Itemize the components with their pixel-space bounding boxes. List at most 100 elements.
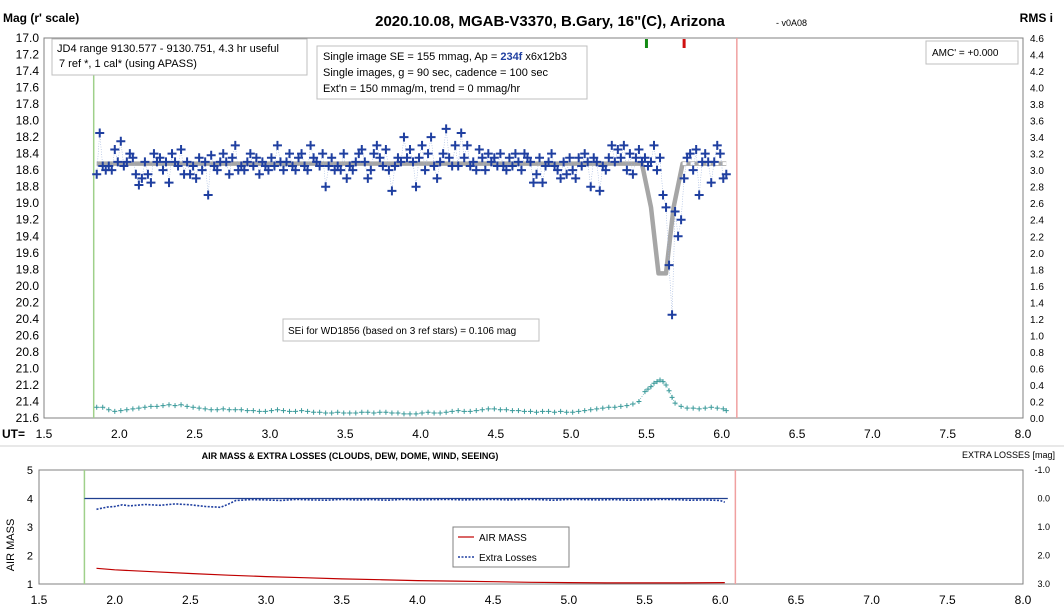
se-line: Single image SE = 155 mmag, Ap = 234f x6… [323,51,567,63]
y-tick-label: 19.4 [16,229,40,243]
rms-point [651,380,657,386]
magnitude-point [444,153,454,163]
bottom-x-axis: 1.5 2.0 2.5 3.0 3.5 4.0 4.5 5.0 5.5 6.0 6.5 7.0 7.5 8… [31,593,1032,607]
y2-tick-label: 0.4 [1030,381,1044,392]
magnitude-point [239,165,249,175]
y-tick-label: 1 [27,579,33,591]
magnitude-point [504,153,514,163]
rms-point [720,406,726,412]
magnitude-point [339,149,349,159]
x-tick-label: 6.0 [713,427,730,441]
magnitude-point [529,178,538,188]
magnitude-point [95,128,105,138]
rms-point [491,406,497,412]
y-tick-label: 21.0 [16,361,40,375]
rms-point [515,408,521,414]
rms-point [305,408,311,414]
ut-label: UT= [2,427,25,441]
rms-series [94,377,729,417]
rms-point [94,404,100,410]
y2-tick-label: 2.6 [1030,199,1044,210]
rms-point [540,408,546,414]
magnitude-point [194,153,204,163]
magnitude-point [248,161,258,171]
magnitude-point [658,190,668,200]
rms-point [359,409,365,415]
magnitude-point [143,169,153,179]
magnitude-point [372,140,382,150]
y2-tick-label: 3.0 [1030,166,1044,177]
y2-tick-label: -1.0 [1034,465,1050,475]
rms-point [588,407,594,413]
y-tick-label: 2 [27,551,33,563]
magnitude-point [251,153,261,163]
top-x-axis: 1.5 2.0 2.5 3.0 3.5 4.0 4.5 5.0 5.5 6.0 6.5 7.0 7.5 8… [36,427,1032,441]
magnitude-point [200,157,210,167]
y2-tick-label: 4.0 [1030,84,1044,95]
x-tick-label: 2.5 [182,593,199,607]
magnitude-point [459,153,469,163]
magnitude-point [110,145,120,155]
rms-point [413,411,419,417]
y2-tick-label: 2.0 [1037,551,1050,561]
magnitude-point [161,157,171,167]
y2-tick-label: 3.6 [1030,117,1044,128]
y-tick-label: 20.6 [16,328,40,342]
rms-point [172,403,178,409]
rms-point [268,408,274,414]
magnitude-point [315,161,325,171]
magnitude-point [278,165,288,175]
rms-point [684,405,690,411]
magnitude-point [571,173,581,183]
rms-point [238,407,244,413]
magnitude-point [414,153,424,163]
rms-point [431,410,437,416]
rms-point [473,408,479,414]
magnitude-point [381,145,391,155]
rms-point [208,407,214,413]
magnitude-point [411,182,421,192]
right-axis-title: RMS i [1020,11,1053,25]
magnitude-point [218,149,228,159]
magnitude-point [206,150,216,160]
rms-point [287,408,293,414]
se-suffix: x6x12b3 [522,51,567,63]
magnitude-point [453,161,463,171]
magnitude-point [420,165,430,175]
top-y-axis: 17.0 17.2 17.4 17.6 17.8 18.0 18.2 18.4 18.6 18.8… [16,31,40,425]
magnitude-point [149,149,159,159]
magnitude-point [538,178,548,188]
magnitude-point [516,165,526,175]
rms-point [389,410,395,416]
y2-tick-label: 0.0 [1037,494,1050,504]
y2-tick-label: 2.4 [1030,216,1044,227]
magnitude-point [513,157,523,167]
magnitude-point [583,157,593,167]
rms-point [425,409,431,415]
rms-point [479,407,485,413]
rms-point [657,377,663,383]
magnitude-point [303,165,313,175]
y-tick-label: 3 [27,522,33,534]
rms-point [714,405,720,411]
magnitude-point [652,165,662,175]
magnitude-point [670,206,680,216]
rms-point [274,407,280,413]
bottom-series [83,470,737,584]
magnitude-point [324,161,334,171]
magnitude-point [646,157,656,167]
magnitude-point [655,153,665,163]
magnitude-point [297,149,307,159]
magnitude-point [336,165,346,175]
rms-point [690,405,696,411]
magnitude-point [131,169,141,179]
magnitude-point [471,165,481,175]
ref-stars-text: 7 ref *, 1 cal* (using APASS) [59,58,197,70]
magnitude-point [565,153,575,163]
rms-point [118,408,124,414]
magnitude-point [384,165,394,175]
magnitude-point [694,190,704,200]
rms-point [606,404,612,410]
magnitude-point [375,153,385,163]
magnitude-point [272,140,282,150]
